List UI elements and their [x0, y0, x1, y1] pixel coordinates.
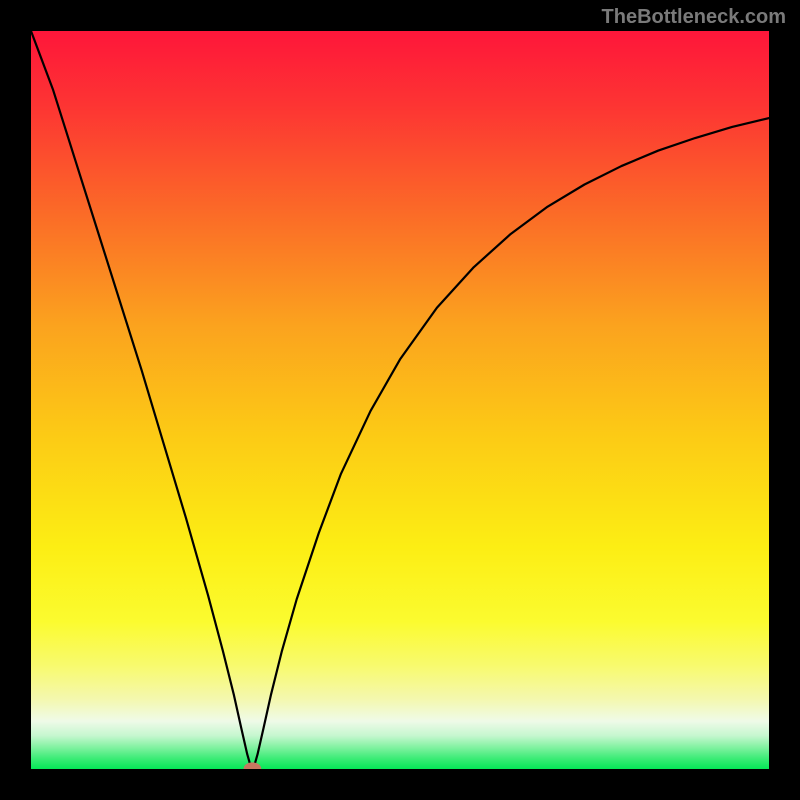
chart-svg: [31, 31, 769, 769]
watermark-text: TheBottleneck.com: [602, 6, 786, 29]
chart-background: [31, 31, 769, 769]
bottleneck-chart: [31, 31, 769, 769]
